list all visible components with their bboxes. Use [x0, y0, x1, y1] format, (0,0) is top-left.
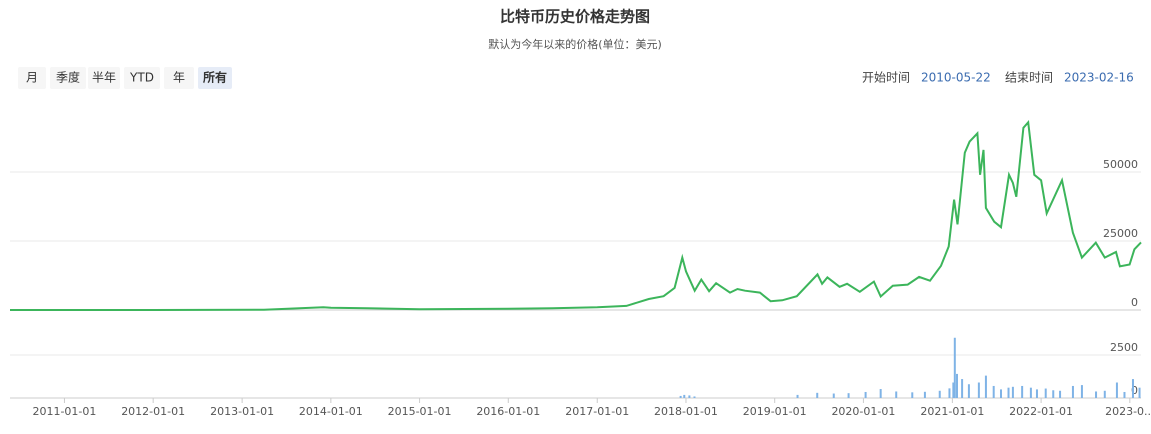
volume-bar — [948, 388, 951, 398]
volume-bar — [796, 394, 799, 398]
volume-bar — [1138, 387, 1141, 398]
y-tick-label: 25000 — [1103, 227, 1138, 240]
button[interactable]: 所有 — [203, 70, 227, 85]
volume-bar — [895, 391, 898, 398]
y-tick-label: 0 — [1131, 296, 1138, 309]
volume-bar — [938, 390, 941, 398]
volume-bar — [688, 395, 691, 398]
x-tick-label: 2015-01-01 — [388, 405, 452, 418]
volume-bar — [832, 393, 835, 398]
volume-bar — [1131, 379, 1134, 398]
volume-bar — [847, 393, 850, 398]
volume-bar — [1095, 391, 1098, 398]
button-bg[interactable] — [18, 67, 46, 89]
x-tick-label: 2018-01-01 — [654, 405, 718, 418]
button[interactable]: 半年 — [92, 71, 116, 85]
x-tick-label: 2011-01-01 — [32, 405, 96, 418]
end-date[interactable]: 2023-02-16 — [1064, 71, 1134, 85]
volume-bar — [683, 394, 686, 398]
button[interactable]: 季度 — [56, 70, 80, 85]
volume-bar — [911, 392, 914, 398]
volume-bar — [952, 382, 955, 398]
volume-bar — [864, 391, 867, 398]
x-tick-label: 2022-01-01 — [1009, 405, 1073, 418]
price-line — [10, 119, 1142, 311]
volume-bar — [1071, 385, 1074, 398]
volume-bar — [961, 379, 964, 398]
button[interactable]: 年 — [173, 71, 185, 85]
volume-bar — [955, 373, 958, 398]
y-tick-label: 2500 — [1110, 341, 1138, 354]
chart-subtitle: 默认为今年以来的价格(单位：美元) — [488, 37, 662, 51]
x-tick-label: 2023-0... — [1105, 405, 1151, 418]
volume-bar — [1080, 385, 1083, 398]
volume-bar — [977, 382, 980, 398]
volume-bar — [1103, 390, 1106, 398]
button-bg[interactable] — [198, 67, 232, 89]
volume-bar — [999, 389, 1002, 398]
x-tick-label: 2012-01-01 — [121, 405, 185, 418]
start-date[interactable]: 2010-05-22 — [921, 71, 991, 85]
volume-bar — [992, 385, 995, 398]
x-tick-label: 2016-01-01 — [476, 405, 540, 418]
volume-bar — [1044, 388, 1047, 398]
x-tick-label: 2013-01-01 — [210, 405, 274, 418]
volume-bar — [984, 375, 987, 398]
x-tick-label: 2021-01-01 — [920, 405, 984, 418]
volume-bar — [967, 384, 970, 398]
chart-title: 比特币历史价格走势图 — [500, 8, 650, 26]
button-bg[interactable] — [124, 67, 160, 89]
volume-bar — [1052, 390, 1055, 398]
button[interactable]: YTD — [129, 71, 154, 85]
volume-bar — [953, 337, 956, 398]
volume-bar — [1059, 390, 1062, 398]
volume-bar — [923, 391, 926, 398]
volume-bar — [879, 389, 882, 398]
volume-bar — [816, 392, 819, 398]
end-label: 结束时间 — [1005, 71, 1053, 85]
volume-bar — [1029, 387, 1032, 398]
start-label: 开始时间 — [862, 71, 910, 85]
button-bg[interactable] — [50, 67, 86, 89]
y-tick-label: 50000 — [1103, 158, 1138, 171]
volume-bar — [693, 396, 696, 398]
volume-bar — [679, 395, 682, 398]
button-bg[interactable] — [88, 67, 120, 89]
volume-bar — [1007, 387, 1010, 398]
x-tick-label: 2019-01-01 — [743, 405, 807, 418]
button-bg[interactable] — [164, 67, 194, 89]
x-tick-label: 2014-01-01 — [299, 405, 363, 418]
x-tick-label: 2020-01-01 — [831, 405, 895, 418]
volume-bar — [1021, 385, 1024, 398]
volume-bar — [1115, 382, 1118, 398]
y-tick-label: 0 — [1131, 384, 1138, 397]
volume-bar — [1035, 389, 1038, 398]
x-tick-label: 2017-01-01 — [565, 405, 629, 418]
volume-bar — [1011, 386, 1014, 398]
button[interactable]: 月 — [26, 71, 38, 85]
volume-bar — [1123, 391, 1126, 398]
